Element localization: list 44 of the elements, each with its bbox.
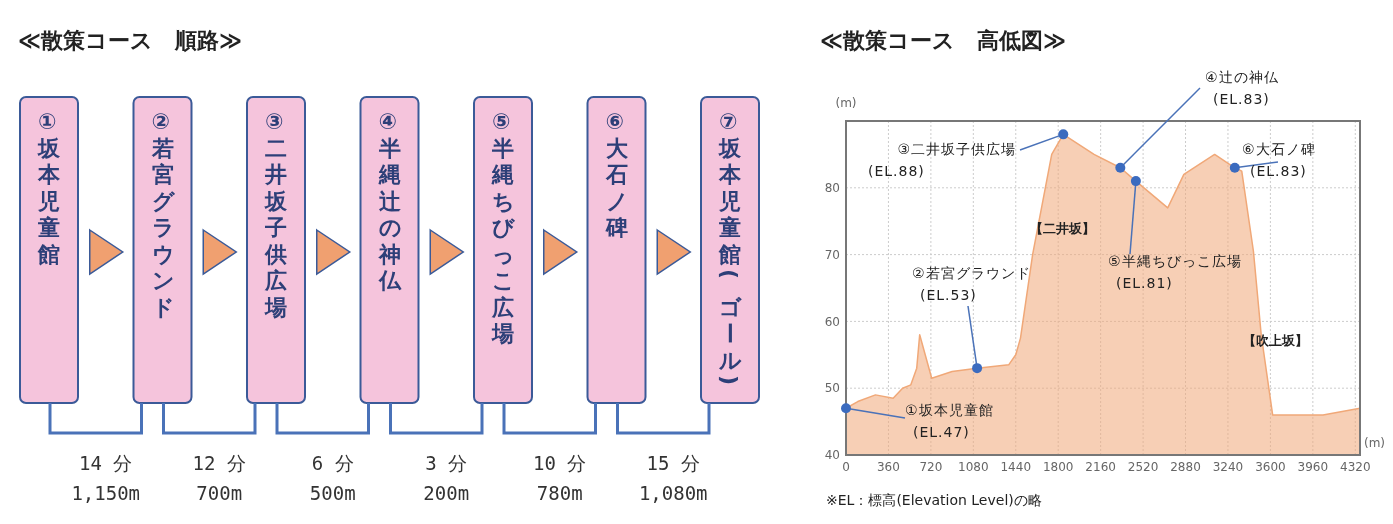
y-axis-title: (m): [835, 96, 857, 110]
text: 14 分 1,150m: [71, 452, 141, 504]
x-tick-label: 3960: [1297, 460, 1329, 474]
category-label: ⑦坂本児童館(ゴール): [717, 109, 742, 386]
y-tick-label: 70: [824, 247, 840, 262]
x-tick-label: 360: [876, 460, 900, 474]
y-tick-label: 80: [824, 181, 840, 195]
annotation: ④辻の神仏 (EL.83): [1205, 69, 1279, 107]
y-tick-label: 50: [824, 381, 840, 396]
category-label: ③二井坂子供広場: [264, 109, 288, 320]
x-tick-label: 3240: [1212, 460, 1244, 474]
x-tick-label: 720: [919, 460, 943, 474]
category-label: ①坂本児童館: [37, 109, 61, 267]
x-tick-label: 2520: [1127, 460, 1159, 474]
x-tick-label: 3600: [1255, 460, 1286, 474]
annotation: 【吹上坂】: [1243, 333, 1308, 348]
category-label: ⑥大石ノ碑: [604, 109, 629, 240]
text: 3 分 200m: [423, 452, 470, 504]
annotation: ②若宮グラウンド (EL.53): [912, 265, 1031, 303]
x-tick-label: 2160: [1085, 460, 1116, 474]
x-axis-title: (m): [1364, 436, 1386, 450]
category-label: ②若宮グラウンド: [150, 109, 175, 320]
text: 15 分 1,080m: [638, 452, 708, 504]
chart-title: ≪散策コース 高低図≫: [820, 28, 1067, 53]
y-tick-label: 40: [824, 448, 840, 463]
y-tick-label: 60: [824, 314, 840, 329]
category-label: ⑤半縄ちびっこ広場: [492, 109, 515, 346]
x-tick-label: 0: [842, 460, 850, 474]
text: ※EL：標高(Elevation Level)の略: [826, 492, 1042, 508]
annotation: ⑥大石ノ碑 (EL.83): [1242, 141, 1316, 179]
text: 10 分 780m: [533, 452, 587, 504]
annotation: ⑤半縄ちびっこ広場 (EL.81): [1108, 253, 1242, 291]
x-tick-label: 1080: [958, 460, 989, 474]
annotation: 【二井坂】: [1030, 221, 1095, 236]
x-tick-label: 1440: [1000, 460, 1032, 474]
x-tick-label: 1800: [1042, 460, 1074, 474]
text: 12 分 700m: [192, 452, 246, 504]
text: ≪散策コース 順路≫: [18, 28, 243, 53]
x-tick-label: 2880: [1170, 460, 1201, 474]
x-tick-label: 4320: [1340, 460, 1371, 474]
annotation: ①坂本児童館 (EL.47): [905, 402, 994, 440]
category-label: ④半縄辻の神仏: [377, 109, 402, 293]
text: 6 分 500m: [309, 452, 356, 504]
annotation: ③二井坂子供広場 (EL.88): [868, 141, 1016, 179]
